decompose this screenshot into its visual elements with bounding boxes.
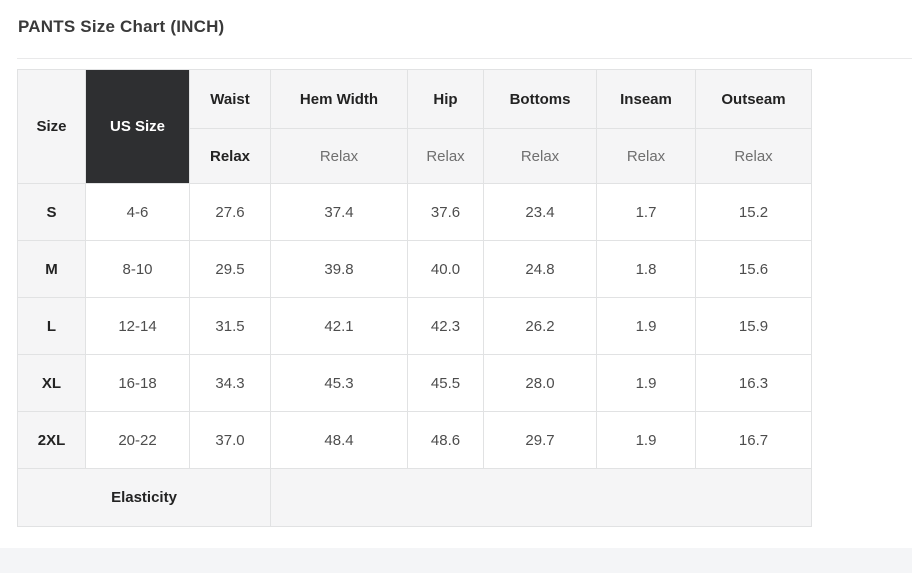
size-label: S <box>17 183 86 241</box>
table-row-m: M 8-10 29.5 39.8 40.0 24.8 1.8 15.6 <box>17 240 812 298</box>
cell-hem-width: 45.3 <box>270 354 408 412</box>
table-row-2xl: 2XL 20-22 37.0 48.4 48.6 29.7 1.9 16.7 <box>17 411 812 469</box>
cell-bottoms: 23.4 <box>483 183 597 241</box>
fit-cell-inseam: Relax <box>596 128 696 184</box>
page-title: PANTS Size Chart (INCH) <box>18 17 225 36</box>
elasticity-value <box>270 468 812 527</box>
cell-hem-width: 39.8 <box>270 240 408 298</box>
cell-bottoms: 28.0 <box>483 354 597 412</box>
cell-waist: 31.5 <box>189 297 271 355</box>
table-row-xl: XL 16-18 34.3 45.3 45.5 28.0 1.9 16.3 <box>17 354 812 412</box>
cell-waist: 34.3 <box>189 354 271 412</box>
fit-type-row: Relax Relax Relax Relax Relax Relax <box>18 128 812 184</box>
cell-bottoms: 24.8 <box>483 240 597 298</box>
pants-size-chart-table: Size US Size Waist Hem Width Hip Bottoms… <box>17 69 812 527</box>
cell-inseam: 1.9 <box>596 297 696 355</box>
cell-bottoms: 29.7 <box>483 411 597 469</box>
fit-cell-outseam: Relax <box>695 128 812 184</box>
cell-inseam: 1.9 <box>596 411 696 469</box>
table-row-l: L 12-14 31.5 42.1 42.3 26.2 1.9 15.9 <box>17 297 812 355</box>
fit-cell-hip: Relax <box>407 128 484 184</box>
cell-hip: 40.0 <box>407 240 484 298</box>
fit-cell-hem-width: Relax <box>270 128 408 184</box>
cell-outseam: 16.7 <box>695 411 812 469</box>
cell-us-size: 8-10 <box>85 240 190 298</box>
elasticity-label: Elasticity <box>17 468 271 527</box>
cell-hip: 45.5 <box>407 354 484 412</box>
cell-inseam: 1.9 <box>596 354 696 412</box>
cell-waist: 37.0 <box>189 411 271 469</box>
cell-waist: 27.6 <box>189 183 271 241</box>
col-header-size: Size <box>17 69 86 184</box>
cell-outseam: 15.6 <box>695 240 812 298</box>
col-header-inseam: Inseam <box>596 69 696 129</box>
cell-us-size: 4-6 <box>85 183 190 241</box>
cell-hem-width: 48.4 <box>270 411 408 469</box>
cell-inseam: 1.8 <box>596 240 696 298</box>
cell-outseam: 15.9 <box>695 297 812 355</box>
next-section-band <box>0 548 912 573</box>
cell-hip: 42.3 <box>407 297 484 355</box>
cell-outseam: 15.2 <box>695 183 812 241</box>
col-header-bottoms: Bottoms <box>483 69 597 129</box>
col-header-waist: Waist <box>189 69 271 129</box>
section-divider <box>17 58 912 59</box>
cell-us-size: 16-18 <box>85 354 190 412</box>
cell-hem-width: 37.4 <box>270 183 408 241</box>
col-header-hip: Hip <box>407 69 484 129</box>
size-label: M <box>17 240 86 298</box>
size-label: 2XL <box>17 411 86 469</box>
cell-inseam: 1.7 <box>596 183 696 241</box>
cell-us-size: 20-22 <box>85 411 190 469</box>
cell-us-size: 12-14 <box>85 297 190 355</box>
cell-hip: 37.6 <box>407 183 484 241</box>
fit-cell-waist: Relax <box>189 128 271 184</box>
cell-hip: 48.6 <box>407 411 484 469</box>
cell-outseam: 16.3 <box>695 354 812 412</box>
table-row-s: S 4-6 27.6 37.4 37.6 23.4 1.7 15.2 <box>17 183 812 241</box>
cell-bottoms: 26.2 <box>483 297 597 355</box>
col-header-outseam: Outseam <box>695 69 812 129</box>
size-label: L <box>17 297 86 355</box>
fit-cell-bottoms: Relax <box>483 128 597 184</box>
cell-waist: 29.5 <box>189 240 271 298</box>
col-header-hem-width: Hem Width <box>270 69 408 129</box>
size-label: XL <box>17 354 86 412</box>
elasticity-row: Elasticity <box>17 468 812 527</box>
header-row: Size US Size Waist Hem Width Hip Bottoms… <box>17 69 812 184</box>
col-header-us-size: US Size <box>85 69 190 184</box>
cell-hem-width: 42.1 <box>270 297 408 355</box>
